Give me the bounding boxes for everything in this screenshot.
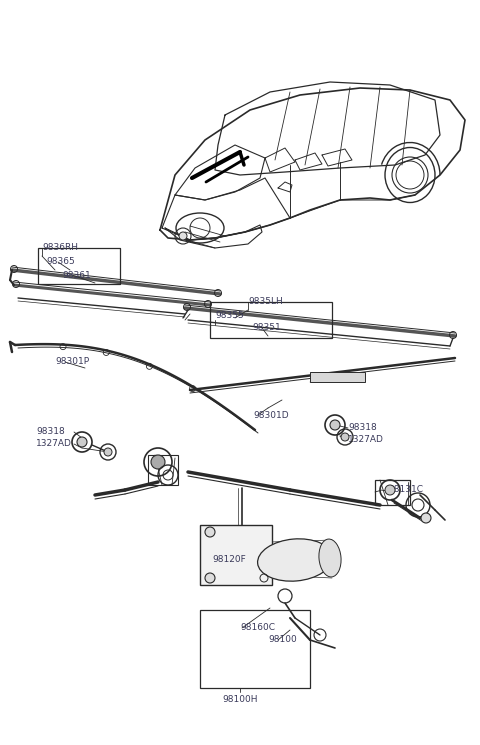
Circle shape bbox=[151, 455, 165, 469]
Text: 98160C: 98160C bbox=[240, 624, 275, 633]
Text: 98355: 98355 bbox=[215, 311, 244, 320]
Bar bbox=[310, 372, 365, 382]
Circle shape bbox=[205, 573, 215, 583]
Bar bbox=[200, 525, 272, 585]
Circle shape bbox=[330, 420, 340, 430]
Bar bbox=[200, 610, 310, 688]
Text: 98131C: 98131C bbox=[388, 486, 423, 495]
Text: 98318: 98318 bbox=[36, 428, 65, 437]
Text: 98318: 98318 bbox=[348, 423, 377, 433]
Bar bbox=[210, 302, 332, 338]
Circle shape bbox=[77, 437, 87, 447]
Text: 98365: 98365 bbox=[46, 258, 75, 267]
Text: 9835LH: 9835LH bbox=[248, 297, 283, 306]
Text: 98100: 98100 bbox=[268, 635, 297, 644]
Text: 98361: 98361 bbox=[62, 270, 91, 279]
Text: 9836RH: 9836RH bbox=[42, 244, 78, 253]
Text: 98351: 98351 bbox=[252, 323, 281, 332]
Circle shape bbox=[104, 448, 112, 456]
Ellipse shape bbox=[258, 539, 333, 581]
Circle shape bbox=[385, 485, 395, 495]
Text: 1327AD: 1327AD bbox=[36, 440, 72, 448]
Bar bbox=[148, 455, 178, 485]
Circle shape bbox=[421, 513, 431, 523]
Circle shape bbox=[179, 232, 187, 240]
Bar bbox=[38, 248, 120, 284]
Text: 98100H: 98100H bbox=[222, 696, 258, 705]
Text: 98120F: 98120F bbox=[212, 556, 246, 565]
Ellipse shape bbox=[319, 539, 341, 577]
Bar bbox=[375, 480, 410, 505]
Text: 1327AD: 1327AD bbox=[348, 436, 384, 445]
Text: 98301D: 98301D bbox=[253, 410, 288, 419]
Circle shape bbox=[205, 527, 215, 537]
Circle shape bbox=[341, 433, 349, 441]
Text: 98301P: 98301P bbox=[55, 358, 89, 367]
